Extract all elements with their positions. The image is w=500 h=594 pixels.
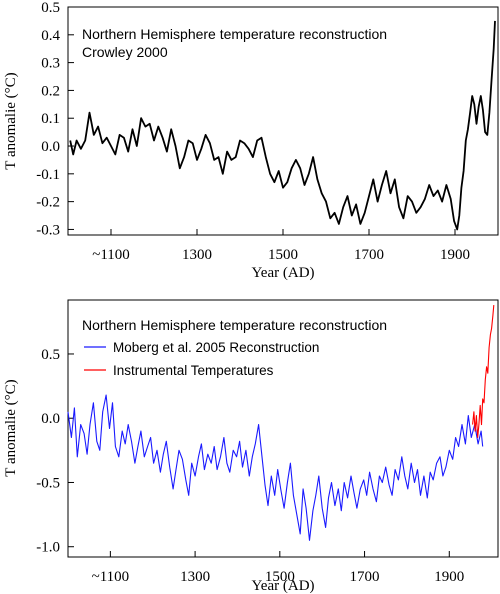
series-line-bottom-0 bbox=[67, 394, 484, 541]
x-tick-label-bottom-3: 1700 bbox=[350, 569, 380, 585]
y-tick-label-top-1: 0.4 bbox=[41, 28, 60, 44]
y-tick-label-top-3: 0.2 bbox=[41, 83, 60, 99]
series-line-bottom-1 bbox=[472, 305, 495, 439]
series-bottom bbox=[67, 305, 495, 541]
x-axis-label-top: Year (AD) bbox=[251, 265, 314, 281]
series-top bbox=[69, 20, 496, 231]
x-tick-label-top-0: ~1100 bbox=[92, 247, 130, 263]
y-tick-label-top-0: 0.5 bbox=[41, 0, 60, 16]
y-tick-label-bottom-1: 0.0 bbox=[41, 411, 60, 427]
y-tick-label-top-4: 0.1 bbox=[41, 111, 60, 127]
y-tick-label-top-5: 0.0 bbox=[41, 139, 60, 155]
y-axis-label-top: T anomalie (°C) bbox=[3, 72, 19, 169]
y-ticks-top: 0.5 0.4 0.3 0.2 0.1 0.0 -0.1 -0.2 -0.3 bbox=[36, 0, 74, 238]
x-tick-label-bottom-1: 1300 bbox=[180, 569, 210, 585]
y-tick-label-top-2: 0.3 bbox=[41, 56, 60, 72]
chart-bottom: 0.5 0.0 -0.5 -1.0 ~1100 1300 1500 1700 1900 Nor… bbox=[3, 299, 499, 594]
chart-top: 0.5 0.4 0.3 0.2 0.1 0.0 -0.1 -0.2 -0.3 ~1100 1300… bbox=[3, 0, 499, 281]
x-tick-label-top-4: 1900 bbox=[440, 247, 470, 263]
series-line-top-0 bbox=[69, 20, 496, 231]
x-ticks-bottom: ~1100 1300 1500 1700 1900 bbox=[92, 551, 464, 585]
x-tick-label-top-2: 1500 bbox=[268, 247, 298, 263]
legend-label-instrumental: Instrumental Temperatures bbox=[113, 363, 274, 378]
x-tick-label-bottom-4: 1900 bbox=[434, 569, 464, 585]
chart-title-top: Northern Hemisphere temperature reconstr… bbox=[82, 26, 387, 42]
plot-frame-bottom bbox=[67, 299, 499, 558]
x-tick-label-bottom-2: 1500 bbox=[265, 569, 295, 585]
y-tick-label-top-7: -0.2 bbox=[36, 195, 60, 211]
x-tick-label-top-1: 1300 bbox=[182, 247, 212, 263]
y-ticks-bottom: 0.5 0.0 -0.5 -1.0 bbox=[36, 347, 74, 556]
y-axis-label-bottom: T anomalie (°C) bbox=[3, 379, 19, 476]
y-tick-label-top-8: -0.3 bbox=[36, 222, 60, 238]
y-tick-label-bottom-2: -0.5 bbox=[36, 475, 60, 491]
x-axis-label-bottom: Year (AD) bbox=[251, 578, 314, 594]
y-tick-label-top-6: -0.1 bbox=[36, 167, 60, 183]
chart-subtitle-top: Crowley 2000 bbox=[82, 44, 168, 60]
chart-title-bottom: Northern Hemisphere temperature reconstr… bbox=[82, 317, 387, 333]
y-tick-label-bottom-3: -1.0 bbox=[36, 540, 60, 556]
x-tick-label-bottom-0: ~1100 bbox=[92, 569, 130, 585]
x-ticks-top: ~1100 1300 1500 1700 1900 bbox=[92, 229, 470, 263]
y-tick-label-bottom-0: 0.5 bbox=[41, 347, 60, 363]
x-tick-label-top-3: 1700 bbox=[354, 247, 384, 263]
legend-label-moberg: Moberg et al. 2005 Reconstruction bbox=[113, 340, 319, 355]
